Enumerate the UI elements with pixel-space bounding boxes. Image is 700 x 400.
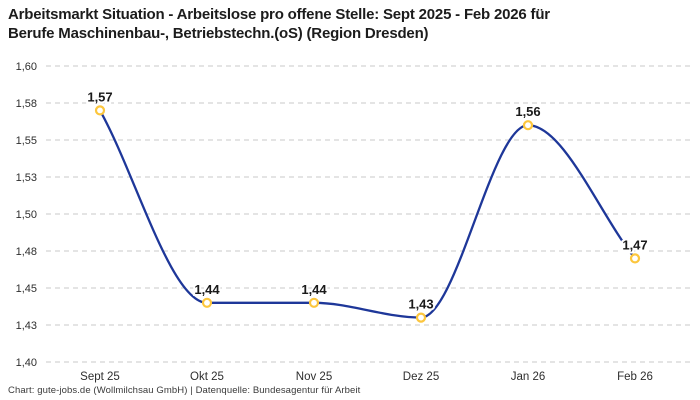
x-tick-label: Sept 25	[80, 371, 120, 383]
data-point-label: 1,44	[301, 282, 327, 297]
chart-title-line2: Berufe Maschinenbau-, Betriebstechn.(oS)…	[8, 25, 429, 42]
x-tick-label: Nov 25	[296, 371, 332, 383]
x-tick-label: Dez 25	[403, 371, 439, 383]
data-point-label: 1,56	[515, 104, 540, 119]
y-tick-label: 1,40	[16, 357, 37, 369]
data-point-label: 1,44	[194, 282, 220, 297]
y-tick-label: 1,48	[16, 246, 37, 258]
x-tick-label: Feb 26	[617, 371, 653, 383]
y-tick-label: 1,50	[16, 209, 37, 221]
data-point-marker	[522, 120, 534, 131]
x-tick-label: Jan 26	[511, 371, 546, 383]
y-tick-label: 1,45	[16, 283, 37, 295]
data-point-label: 1,57	[87, 89, 112, 104]
data-point-marker	[415, 312, 427, 323]
data-point-marker	[201, 297, 213, 308]
y-tick-label: 1,60	[16, 61, 37, 73]
data-point-label: 1,43	[408, 297, 433, 312]
chart-attribution: Chart: gute-jobs.de (Wollmilchsau GmbH) …	[8, 385, 361, 396]
chart-title: Arbeitsmarkt Situation - Arbeitslose pro…	[8, 5, 694, 43]
y-tick-label: 1,55	[16, 135, 37, 147]
trend-line	[98, 109, 637, 319]
y-tick-label: 1,53	[16, 172, 37, 184]
x-tick-label: Okt 25	[190, 371, 224, 383]
y-tick-label: 1,58	[16, 98, 37, 110]
chart-title-line1: Arbeitsmarkt Situation - Arbeitslose pro…	[8, 6, 550, 23]
data-point-marker	[629, 253, 641, 264]
data-point-marker	[308, 297, 320, 308]
y-tick-label: 1,43	[16, 320, 37, 332]
data-point-label: 1,47	[622, 237, 647, 252]
data-point-marker	[94, 105, 106, 116]
